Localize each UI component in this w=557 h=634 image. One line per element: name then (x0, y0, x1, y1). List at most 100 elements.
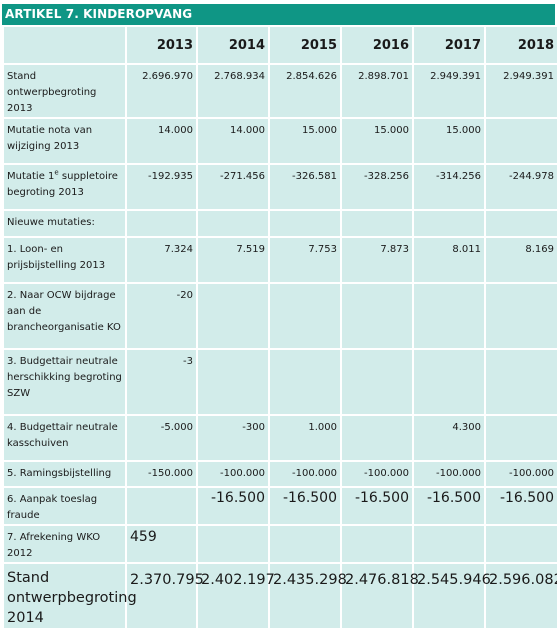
value-cell: -16.500 (198, 488, 268, 524)
year-header: 2015 (270, 27, 340, 63)
value-cell: 2.854.626 (270, 65, 340, 117)
row-label: 5. Ramingsbijstelling (4, 462, 125, 486)
value-cell (198, 350, 268, 414)
value-cell: 2.435.298 (270, 564, 347, 628)
value-cell: -100.000 (270, 462, 340, 486)
row-label-main: Mutatie 1 (7, 171, 55, 182)
value-cell (270, 284, 340, 348)
header-row: 2013 2014 2015 2016 2017 2018 (4, 27, 557, 63)
value-cell: -271.456 (198, 165, 268, 209)
year-header: 2014 (198, 27, 268, 63)
value-cell: 8.011 (414, 238, 484, 282)
value-cell (486, 416, 557, 460)
row-label: Mutatie nota van wijziging 2013 (4, 119, 125, 163)
row-label-rest: suppletoire begroting 2013 (7, 171, 118, 198)
row-label: 7. Afrekening WKO 2012 (4, 526, 125, 562)
row-label: Nieuwe mutaties: (4, 211, 125, 236)
value-cell: 2.596.082 (486, 564, 557, 628)
value-cell (342, 526, 412, 562)
value-cell: 15.000 (342, 119, 412, 163)
value-cell: 7.753 (270, 238, 340, 282)
value-cell: 2.768.934 (198, 65, 268, 117)
row-label: Mutatie 1e suppletoire begroting 2013 (4, 165, 125, 209)
value-cell: 7.873 (342, 238, 412, 282)
value-cell: 14.000 (127, 119, 196, 163)
value-cell (414, 526, 484, 562)
row-label: Stand ontwerpbegroting 2013 (4, 65, 125, 117)
value-cell: -326.581 (270, 165, 340, 209)
table-row: 3. Budgettair neutrale herschikking begr… (4, 350, 557, 414)
value-cell: -100.000 (342, 462, 412, 486)
value-cell: 2.402.197 (198, 564, 275, 628)
value-cell (198, 526, 268, 562)
value-cell: 7.324 (127, 238, 196, 282)
value-cell (486, 119, 557, 163)
value-cell (414, 211, 484, 236)
value-cell: 8.169 (486, 238, 557, 282)
value-cell (486, 284, 557, 348)
row-label: Stand ontwerpbegroting 2014 (4, 564, 137, 628)
value-cell: -16.500 (414, 488, 484, 524)
budget-table-container: ARTIKEL 7. KINDEROPVANG 2013 2014 2015 2… (2, 4, 557, 630)
value-cell (486, 350, 557, 414)
value-cell: 7.519 (198, 238, 268, 282)
value-cell: 15.000 (414, 119, 484, 163)
value-cell: 1.000 (270, 416, 340, 460)
value-cell: 2.949.391 (486, 65, 557, 117)
year-header: 2017 (414, 27, 484, 63)
value-cell: -150.000 (127, 462, 196, 486)
value-cell (342, 211, 412, 236)
table-row: Nieuwe mutaties: (4, 211, 557, 236)
value-cell (127, 488, 196, 524)
value-cell (486, 211, 557, 236)
table-row: 6. Aanpak toeslag fraude -16.500 -16.500… (4, 488, 557, 524)
value-cell: -300 (198, 416, 268, 460)
table-row: 2. Naar OCW bijdrage aan de brancheorgan… (4, 284, 557, 348)
value-cell: -244.978 (486, 165, 557, 209)
value-cell: -16.500 (486, 488, 557, 524)
value-cell (342, 416, 412, 460)
table-row: 7. Afrekening WKO 2012 459 (4, 526, 557, 562)
value-cell: -5.000 (127, 416, 196, 460)
value-cell (270, 526, 340, 562)
year-header: 2016 (342, 27, 412, 63)
value-cell: -100.000 (198, 462, 268, 486)
value-cell (270, 350, 340, 414)
value-cell (198, 211, 268, 236)
value-cell: 2.696.970 (127, 65, 196, 117)
value-cell (342, 284, 412, 348)
value-cell: -20 (127, 284, 196, 348)
value-cell: -16.500 (270, 488, 340, 524)
value-cell (198, 284, 268, 348)
table-title: ARTIKEL 7. KINDEROPVANG (2, 4, 555, 25)
value-cell: 2.476.818 (342, 564, 419, 628)
value-cell (414, 284, 484, 348)
table-row: 4. Budgettair neutrale kasschuiven -5.00… (4, 416, 557, 460)
value-cell: 2.545.946 (414, 564, 491, 628)
row-label: 6. Aanpak toeslag fraude (4, 488, 125, 524)
header-label-cell (4, 27, 125, 63)
table-row: 5. Ramingsbijstelling -150.000 -100.000 … (4, 462, 557, 486)
value-cell: 2.898.701 (342, 65, 412, 117)
budget-table: 2013 2014 2015 2016 2017 2018 Stand ontw… (2, 25, 557, 630)
row-label: 1. Loon- en prijsbijstelling 2013 (4, 238, 125, 282)
value-cell: -3 (127, 350, 196, 414)
value-cell: -100.000 (486, 462, 557, 486)
table-row: Mutatie nota van wijziging 2013 14.000 1… (4, 119, 557, 163)
row-label: 4. Budgettair neutrale kasschuiven (4, 416, 125, 460)
table-row: Stand ontwerpbegroting 2013 2.696.970 2.… (4, 65, 557, 117)
table-row: Mutatie 1e suppletoire begroting 2013 -1… (4, 165, 557, 209)
table-row: 1. Loon- en prijsbijstelling 2013 7.324 … (4, 238, 557, 282)
value-cell: -192.935 (127, 165, 196, 209)
value-cell: -314.256 (414, 165, 484, 209)
value-cell: 2.370.795 (127, 564, 204, 628)
year-header: 2018 (486, 27, 557, 63)
value-cell (342, 350, 412, 414)
value-cell: -100.000 (414, 462, 484, 486)
value-cell: 15.000 (270, 119, 340, 163)
value-cell: 459 (127, 526, 196, 562)
value-cell: -328.256 (342, 165, 412, 209)
total-row: Stand ontwerpbegroting 2014 2.370.795 2.… (4, 564, 557, 628)
value-cell (414, 350, 484, 414)
value-cell (127, 211, 196, 236)
